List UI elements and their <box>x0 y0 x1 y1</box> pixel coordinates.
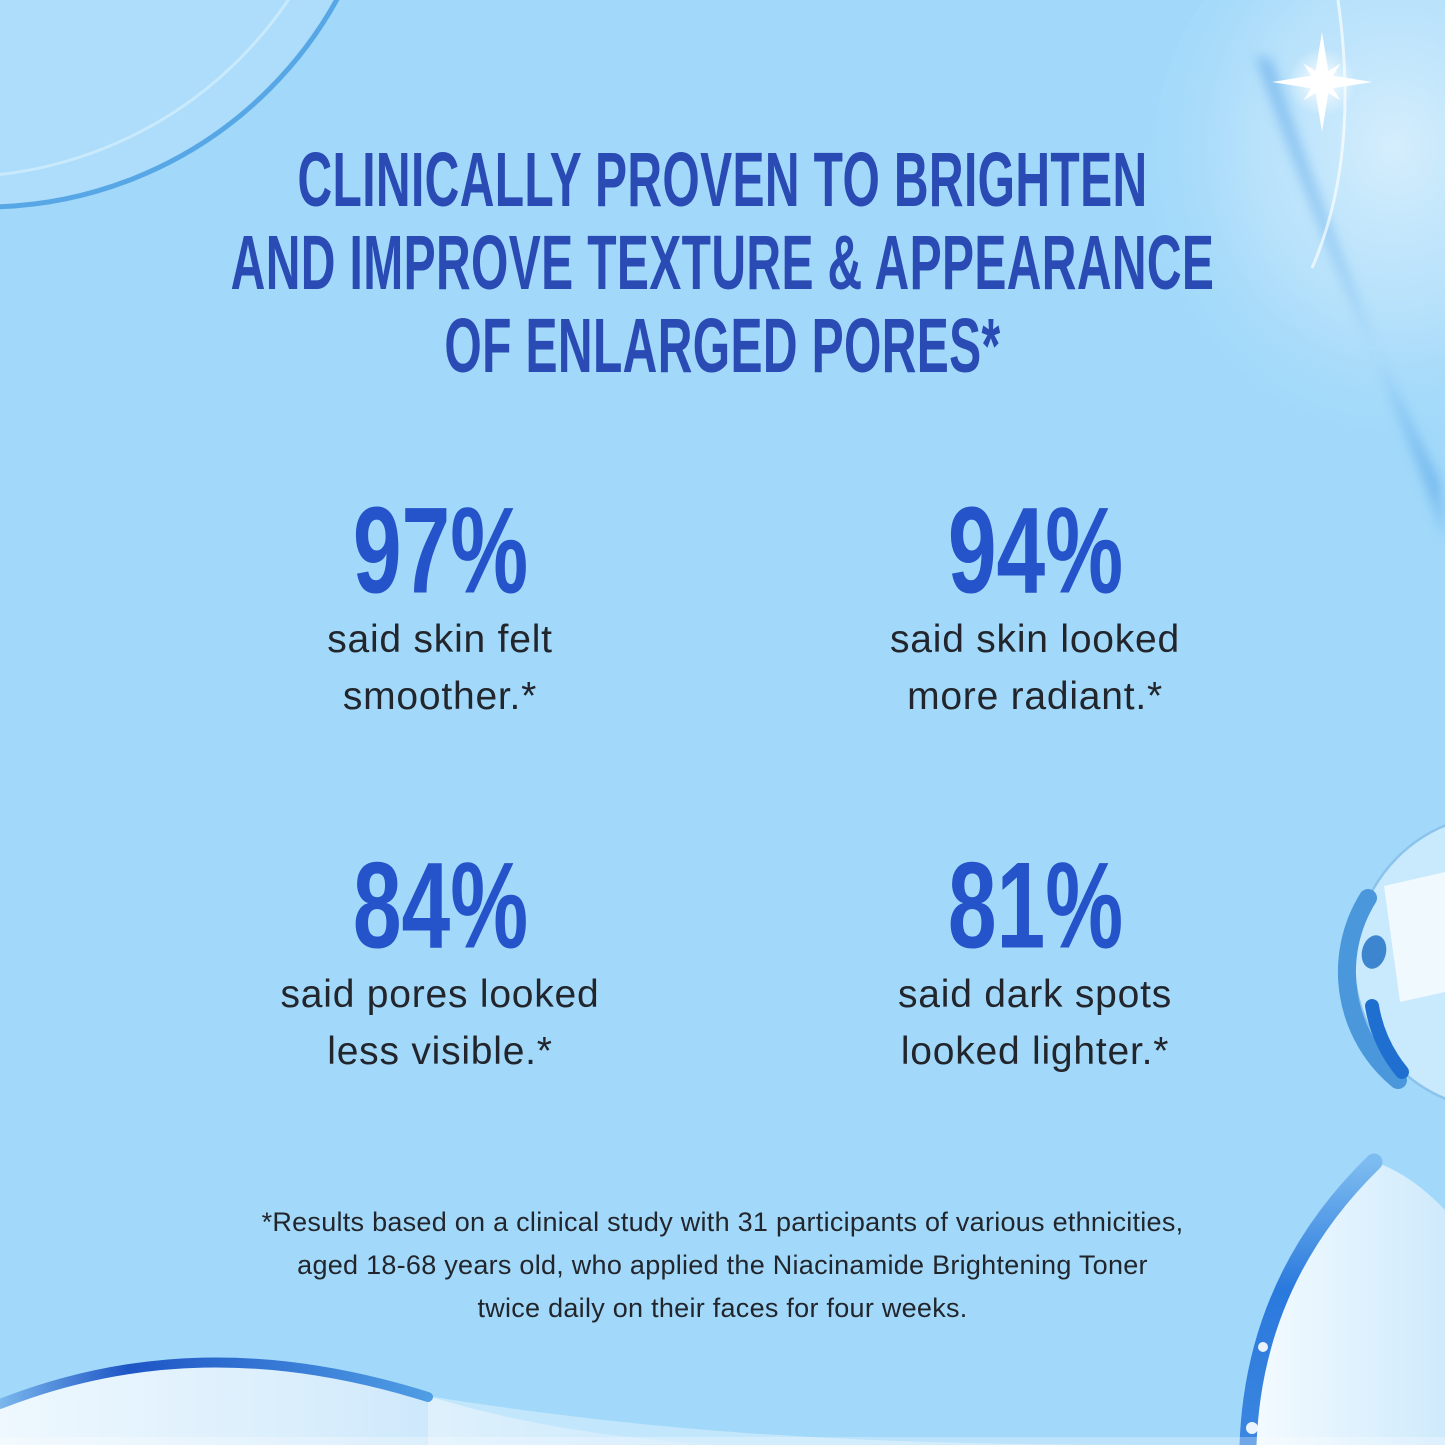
stat-description-line: looked lighter.* <box>900 1030 1170 1073</box>
stats-grid: 97% said skin felt smoother.* 94% said s… <box>143 482 1333 1080</box>
stat-description-line: said dark spots <box>898 973 1172 1016</box>
footnote-line-3: twice daily on their faces for four week… <box>477 1293 968 1323</box>
stat-description: said pores looked less visible.* <box>143 966 738 1080</box>
stat-description: said dark spots looked lighter.* <box>738 966 1333 1080</box>
headline-lines: CLINICALLY PROVEN TO BRIGHTEN AND IMPROV… <box>181 136 1265 389</box>
headline-line-2: AND IMPROVE TEXTURE & APPEARANCE <box>230 219 1215 306</box>
headline-line-1: CLINICALLY PROVEN TO BRIGHTEN <box>297 136 1148 223</box>
stat-dark-spots-lighter: 81% said dark spots looked lighter.* <box>738 837 1333 1080</box>
headline-line-3: OF ENLARGED PORES* <box>444 302 1001 389</box>
stat-description-line: more radiant.* <box>907 675 1163 718</box>
headline: CLINICALLY PROVEN TO BRIGHTEN AND IMPROV… <box>0 138 1445 386</box>
stat-value: 84% <box>352 837 528 975</box>
stat-description: said skin felt smoother.* <box>143 611 738 725</box>
stat-value: 94% <box>947 482 1123 620</box>
stat-description-line: less visible.* <box>327 1030 553 1073</box>
stat-value: 97% <box>352 482 528 620</box>
wave-bottom-left-icon <box>0 1357 1445 1445</box>
sparkle-icon <box>1272 32 1372 132</box>
stat-value: 81% <box>947 837 1123 975</box>
stat-description-line: said pores looked <box>280 973 600 1016</box>
stat-skin-smoother: 97% said skin felt smoother.* <box>143 482 738 725</box>
footnote-line-2: aged 18-68 years old, who applied the Ni… <box>297 1250 1148 1280</box>
stat-pores-less-visible: 84% said pores looked less visible.* <box>143 837 738 1080</box>
stat-skin-radiant: 94% said skin looked more radiant.* <box>738 482 1333 725</box>
bubble-right-icon <box>1337 824 1445 1100</box>
stat-description-line: said skin felt <box>327 618 553 661</box>
stat-description-line: said skin looked <box>890 618 1180 661</box>
stat-description-line: smoother.* <box>342 675 538 718</box>
footnote-line-1: *Results based on a clinical study with … <box>261 1207 1184 1237</box>
footnote: *Results based on a clinical study with … <box>0 1201 1445 1330</box>
stat-description: said skin looked more radiant.* <box>738 611 1333 725</box>
